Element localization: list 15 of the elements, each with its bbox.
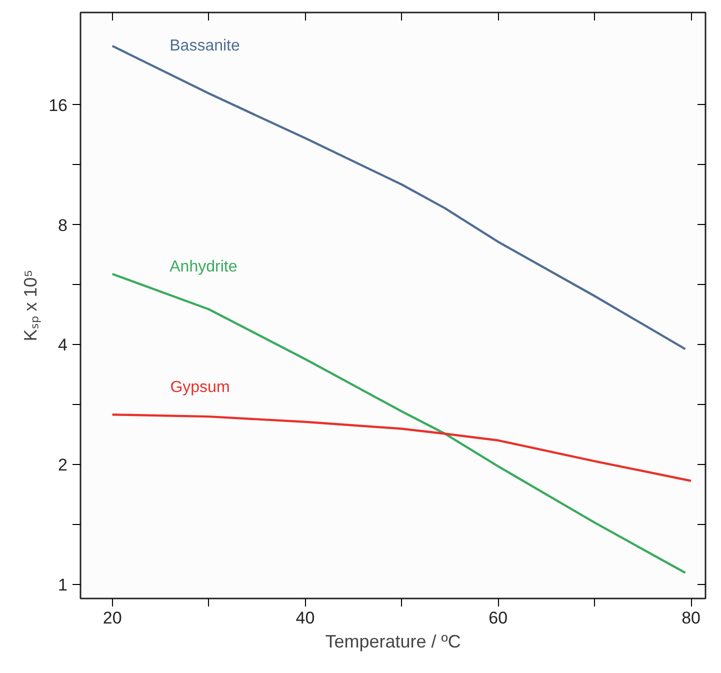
x-tick-label: 60: [488, 608, 508, 628]
series-label: Anhydrite: [170, 258, 238, 276]
x-tick-label: 40: [296, 608, 315, 628]
x-tick-label: 20: [102, 608, 122, 628]
line-series: [111, 413, 692, 482]
y-tick-label: 8: [58, 216, 68, 235]
y-tick-label: 1: [58, 575, 68, 594]
y-axis-title: Kₛₚ x 10⁵: [20, 270, 42, 342]
y-tick-label: 2: [58, 456, 68, 475]
series-label: Bassanite: [170, 38, 240, 55]
x-axis-title: Temperature / ºC: [325, 632, 461, 652]
x-tick-label: 80: [682, 608, 700, 628]
series-label: Gypsum: [170, 379, 230, 396]
y-tick-label: 16: [48, 96, 68, 115]
y-tick-label: 4: [58, 336, 68, 355]
